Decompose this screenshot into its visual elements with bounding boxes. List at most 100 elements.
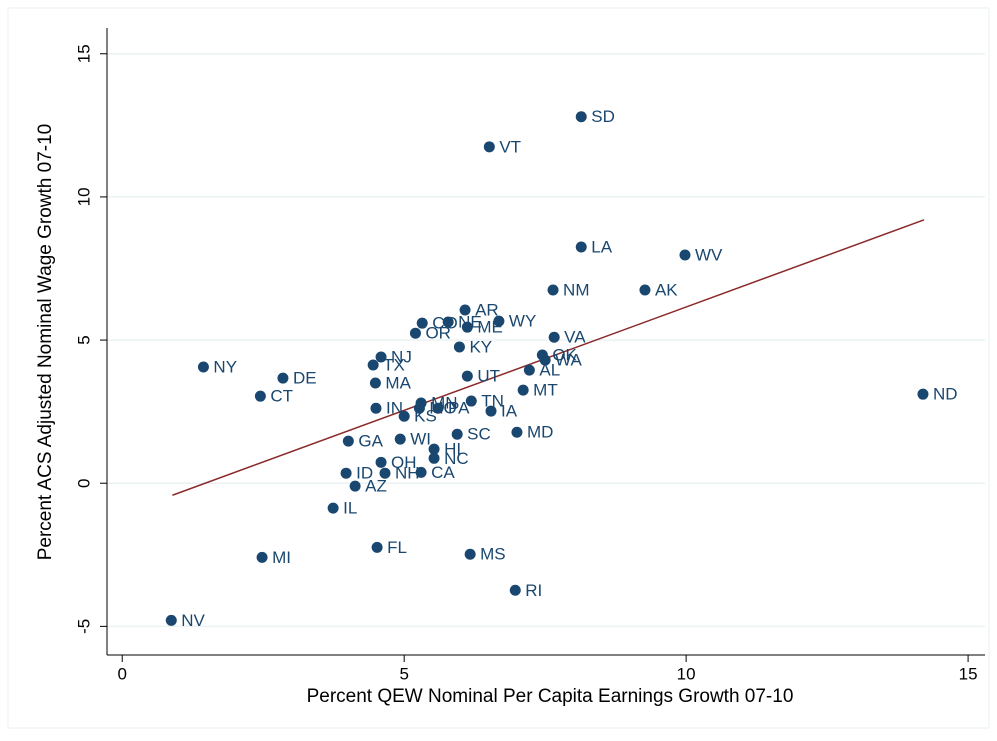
point-label: OK	[552, 345, 577, 364]
point	[461, 370, 473, 382]
point	[413, 402, 425, 414]
point-label: TX	[383, 355, 405, 374]
point-label: NV	[181, 611, 205, 630]
point-label: AR	[475, 300, 499, 319]
point	[461, 321, 473, 333]
point-label: MD	[527, 423, 553, 442]
point	[375, 351, 387, 363]
point-label: HI	[444, 440, 461, 459]
point	[485, 405, 497, 417]
point-label: MA	[385, 373, 411, 392]
y-axis-label: Percent ACS Adjusted Nominal Wage Growth…	[35, 124, 56, 561]
point	[416, 317, 428, 329]
point	[442, 316, 454, 328]
point	[547, 284, 559, 296]
point	[483, 141, 495, 153]
point-label: NY	[213, 357, 237, 376]
x-tick-label: 5	[399, 664, 408, 683]
point	[375, 456, 387, 468]
point	[451, 428, 463, 440]
point	[369, 377, 381, 389]
point-label: ND	[933, 385, 958, 404]
point	[523, 364, 535, 376]
point	[917, 388, 929, 400]
point-label: NH	[395, 464, 420, 483]
x-tick-label: 0	[117, 664, 126, 683]
point-label: DE	[293, 369, 317, 388]
point-label: NJ	[391, 347, 412, 366]
point	[548, 331, 560, 343]
y-tick-label: 15	[74, 44, 93, 63]
point-label: SD	[591, 107, 615, 126]
point-label: LA	[591, 238, 612, 257]
point-label: VT	[499, 137, 521, 156]
point-label: WI	[410, 430, 431, 449]
point-label: CA	[431, 463, 455, 482]
point-label: IL	[343, 499, 357, 518]
x-tick-label: 10	[677, 664, 696, 683]
point-label: AL	[539, 361, 560, 380]
point	[575, 241, 587, 253]
point	[256, 551, 268, 563]
y-tick-label: 10	[74, 187, 93, 206]
point	[453, 341, 465, 353]
point	[509, 584, 521, 596]
point-label: AK	[655, 280, 678, 299]
point	[511, 426, 523, 438]
point-label: IN	[386, 399, 403, 418]
point-label: WY	[509, 312, 536, 331]
frame	[7, 7, 990, 729]
point	[398, 410, 410, 422]
point-label: NC	[444, 449, 469, 468]
y-tick-label: 5	[74, 335, 93, 344]
point	[327, 502, 339, 514]
point	[394, 433, 406, 445]
point-label: CT	[270, 387, 293, 406]
point-label: GA	[358, 432, 383, 451]
point-label: MS	[480, 545, 506, 564]
x-tick-label: 15	[959, 664, 978, 683]
point	[517, 384, 529, 396]
point	[493, 315, 505, 327]
point-label: TN	[481, 392, 504, 411]
y-tick-label: 0	[74, 478, 93, 487]
point-label: VA	[564, 328, 586, 347]
point-label: ME	[477, 318, 503, 337]
point-label: OH	[391, 453, 417, 472]
point	[679, 249, 691, 261]
point	[340, 467, 352, 479]
point	[465, 395, 477, 407]
point-label: NM	[563, 280, 589, 299]
point	[254, 390, 266, 402]
point-label: RI	[525, 581, 542, 600]
point	[432, 402, 444, 414]
point-label: OR	[425, 324, 451, 343]
point-label: AZ	[365, 477, 387, 496]
point-label: KS	[414, 407, 437, 426]
point	[639, 284, 651, 296]
point-label: MT	[533, 381, 558, 400]
point	[165, 614, 177, 626]
point	[575, 111, 587, 123]
point	[415, 466, 427, 478]
x-axis-label: Percent QEW Nominal Per Capita Earnings …	[307, 686, 794, 707]
point-label: WV	[695, 246, 723, 265]
point-label: IA	[501, 402, 518, 421]
point-label: PA	[448, 399, 470, 418]
point	[349, 480, 361, 492]
point	[379, 467, 391, 479]
point-label: UT	[477, 367, 500, 386]
point	[370, 402, 382, 414]
point-label: FL	[387, 538, 407, 557]
point	[409, 327, 421, 339]
point	[197, 361, 209, 373]
point	[342, 435, 354, 447]
point	[539, 354, 551, 366]
point-label: MI	[272, 548, 291, 567]
y-tick-label: -5	[74, 619, 93, 634]
point	[459, 304, 471, 316]
point-label: KY	[469, 337, 492, 356]
point	[428, 452, 440, 464]
point	[277, 372, 289, 384]
